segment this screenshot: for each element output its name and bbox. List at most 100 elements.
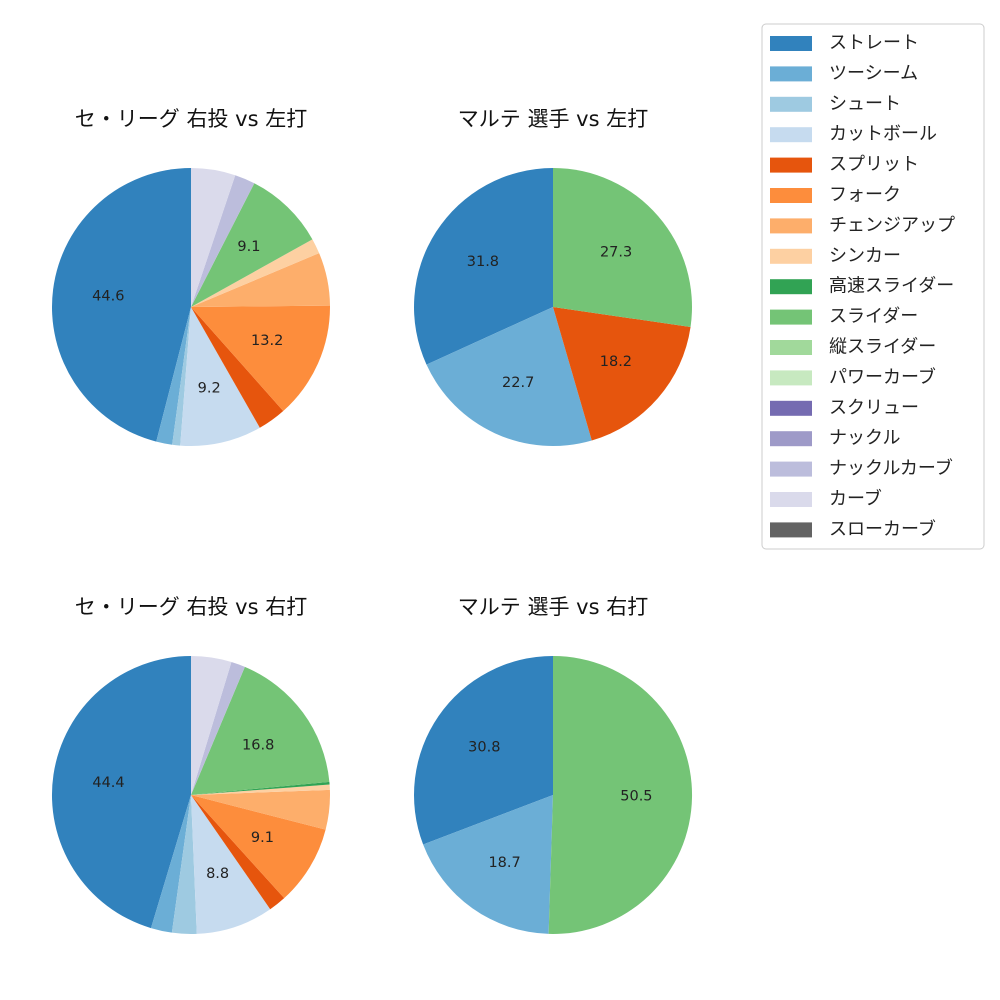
pie-slice — [191, 781, 330, 795]
legend-entry: 高速スライダー — [770, 276, 954, 297]
slice-label: 27.3 — [600, 244, 632, 260]
pie-slice — [553, 168, 692, 328]
legend-entry: ツーシーム — [770, 63, 918, 84]
legend-swatch — [770, 492, 812, 507]
legend-label: シュート — [829, 93, 901, 114]
legend-entry: スプリット — [770, 154, 919, 175]
pie-slice — [156, 307, 191, 445]
legend-entry: フォーク — [770, 185, 901, 206]
legend-label: 高速スライダー — [829, 276, 954, 297]
pie-slice — [150, 795, 191, 933]
pie-slice — [191, 175, 255, 307]
slice-label: 44.4 — [92, 775, 124, 791]
legend-label: チェンジアップ — [829, 215, 955, 236]
legend-swatch — [770, 431, 812, 447]
pie-slice — [191, 789, 331, 830]
pie-slice — [414, 656, 553, 845]
pie-slice — [191, 239, 320, 307]
legend-label: スクリュー — [829, 397, 919, 418]
slice-label: 18.7 — [488, 855, 520, 871]
legend-label: ストレート — [829, 33, 919, 54]
legend-frame — [761, 23, 985, 550]
legend-label: シンカー — [829, 245, 901, 266]
pie-slice — [548, 656, 693, 934]
slice-label: 16.8 — [242, 738, 274, 754]
pie-chart-3: セ・リーグ 右投 vs 右打 44.4 8.8 9.1 16.8 — [51, 595, 331, 935]
pie-chart-4: マルテ 選手 vs 右打 30.8 18.7 50.5 — [414, 595, 693, 934]
pie-slice — [553, 307, 691, 441]
legend-swatch — [770, 461, 812, 477]
pie-slice — [191, 183, 313, 307]
legend-label: 縦スライダー — [829, 337, 936, 358]
legend-swatch — [770, 127, 812, 143]
legend-swatch — [770, 157, 812, 173]
pie-slice — [172, 307, 191, 446]
legend-swatch — [770, 279, 812, 295]
slice-label: 22.7 — [502, 375, 534, 391]
slice-label: 50.5 — [620, 788, 652, 804]
legend-swatch — [770, 400, 812, 416]
pie-slice — [423, 795, 553, 934]
pie-slice — [414, 168, 553, 365]
legend-entry: スローカーブ — [770, 518, 936, 540]
legend-label: カットボール — [829, 124, 937, 145]
chart-title: セ・リーグ 右投 vs 左打 — [75, 107, 307, 131]
legend-swatch — [770, 309, 812, 325]
legend-entry: パワーカーブ — [770, 366, 936, 388]
pie-chart-2: マルテ 選手 vs 左打 31.8 22.7 18.2 27.3 — [414, 107, 692, 446]
legend-label: フォーク — [829, 185, 901, 206]
slice-label: 9.1 — [251, 830, 274, 846]
slice-label: 44.6 — [92, 289, 124, 305]
slice-label: 9.2 — [198, 380, 221, 396]
legend-swatch — [770, 96, 812, 112]
legend-items: ストレートツーシームシュートカットボールスプリットフォークチェンジアップシンカー… — [770, 33, 955, 540]
slice-label: 30.8 — [468, 740, 500, 756]
slice-label: 9.1 — [237, 239, 260, 255]
chart-title: マルテ 選手 vs 右打 — [458, 595, 648, 619]
legend-label: ナックルカーブ — [829, 457, 953, 479]
legend-entry: カットボール — [770, 124, 937, 145]
legend-entry: スライダー — [770, 306, 918, 327]
legend-label: スライダー — [829, 306, 918, 327]
legend-swatch — [770, 248, 812, 264]
pie-slice — [51, 656, 191, 929]
legend-label: ナックル — [829, 428, 900, 449]
legend-swatch — [770, 66, 812, 82]
legend-entry: カーブ — [770, 488, 882, 510]
pie-slice — [180, 307, 260, 446]
slice-label: 8.8 — [206, 866, 229, 882]
pie-slice — [426, 307, 592, 446]
pie-chart-1: セ・リーグ 右投 vs 左打 44.6 9.2 13.2 9.1 — [51, 107, 330, 446]
legend-swatch — [770, 370, 812, 386]
legend-swatch — [770, 340, 812, 355]
legend-entry: ナックルカーブ — [770, 457, 953, 479]
pie-slice — [191, 795, 285, 910]
pie-slice — [191, 307, 284, 428]
legend-swatch — [770, 218, 812, 234]
pie-slice — [51, 168, 192, 442]
legend-label: ツーシーム — [829, 63, 918, 84]
chart-title: セ・リーグ 右投 vs 右打 — [75, 595, 307, 619]
legend-entry: ナックル — [770, 428, 900, 449]
pie-slice — [191, 795, 271, 934]
slice-label: 31.8 — [467, 254, 499, 270]
pie-slice — [191, 305, 330, 411]
chart-title: マルテ 選手 vs 左打 — [458, 107, 648, 131]
legend-entry: シュート — [770, 93, 901, 114]
pie-slice — [191, 253, 330, 307]
legend: ストレートツーシームシュートカットボールスプリットフォークチェンジアップシンカー… — [761, 23, 985, 550]
slice-label: 18.2 — [600, 354, 632, 370]
legend-label: カーブ — [829, 488, 882, 510]
charts: セ・リーグ 右投 vs 左打 44.6 9.2 13.2 9.1 マルテ 選手 vs 左打… — [51, 107, 693, 935]
legend-entry: シンカー — [770, 245, 901, 266]
legend-swatch — [770, 522, 812, 538]
legend-swatch — [770, 188, 812, 203]
pie-slice — [171, 795, 197, 935]
pie-slice — [191, 784, 330, 795]
legend-entry: 縦スライダー — [770, 337, 936, 358]
pie-slice — [191, 656, 232, 795]
legend-entry: ストレート — [770, 33, 919, 54]
pie-slice — [191, 168, 236, 307]
pie-slice — [191, 795, 326, 899]
